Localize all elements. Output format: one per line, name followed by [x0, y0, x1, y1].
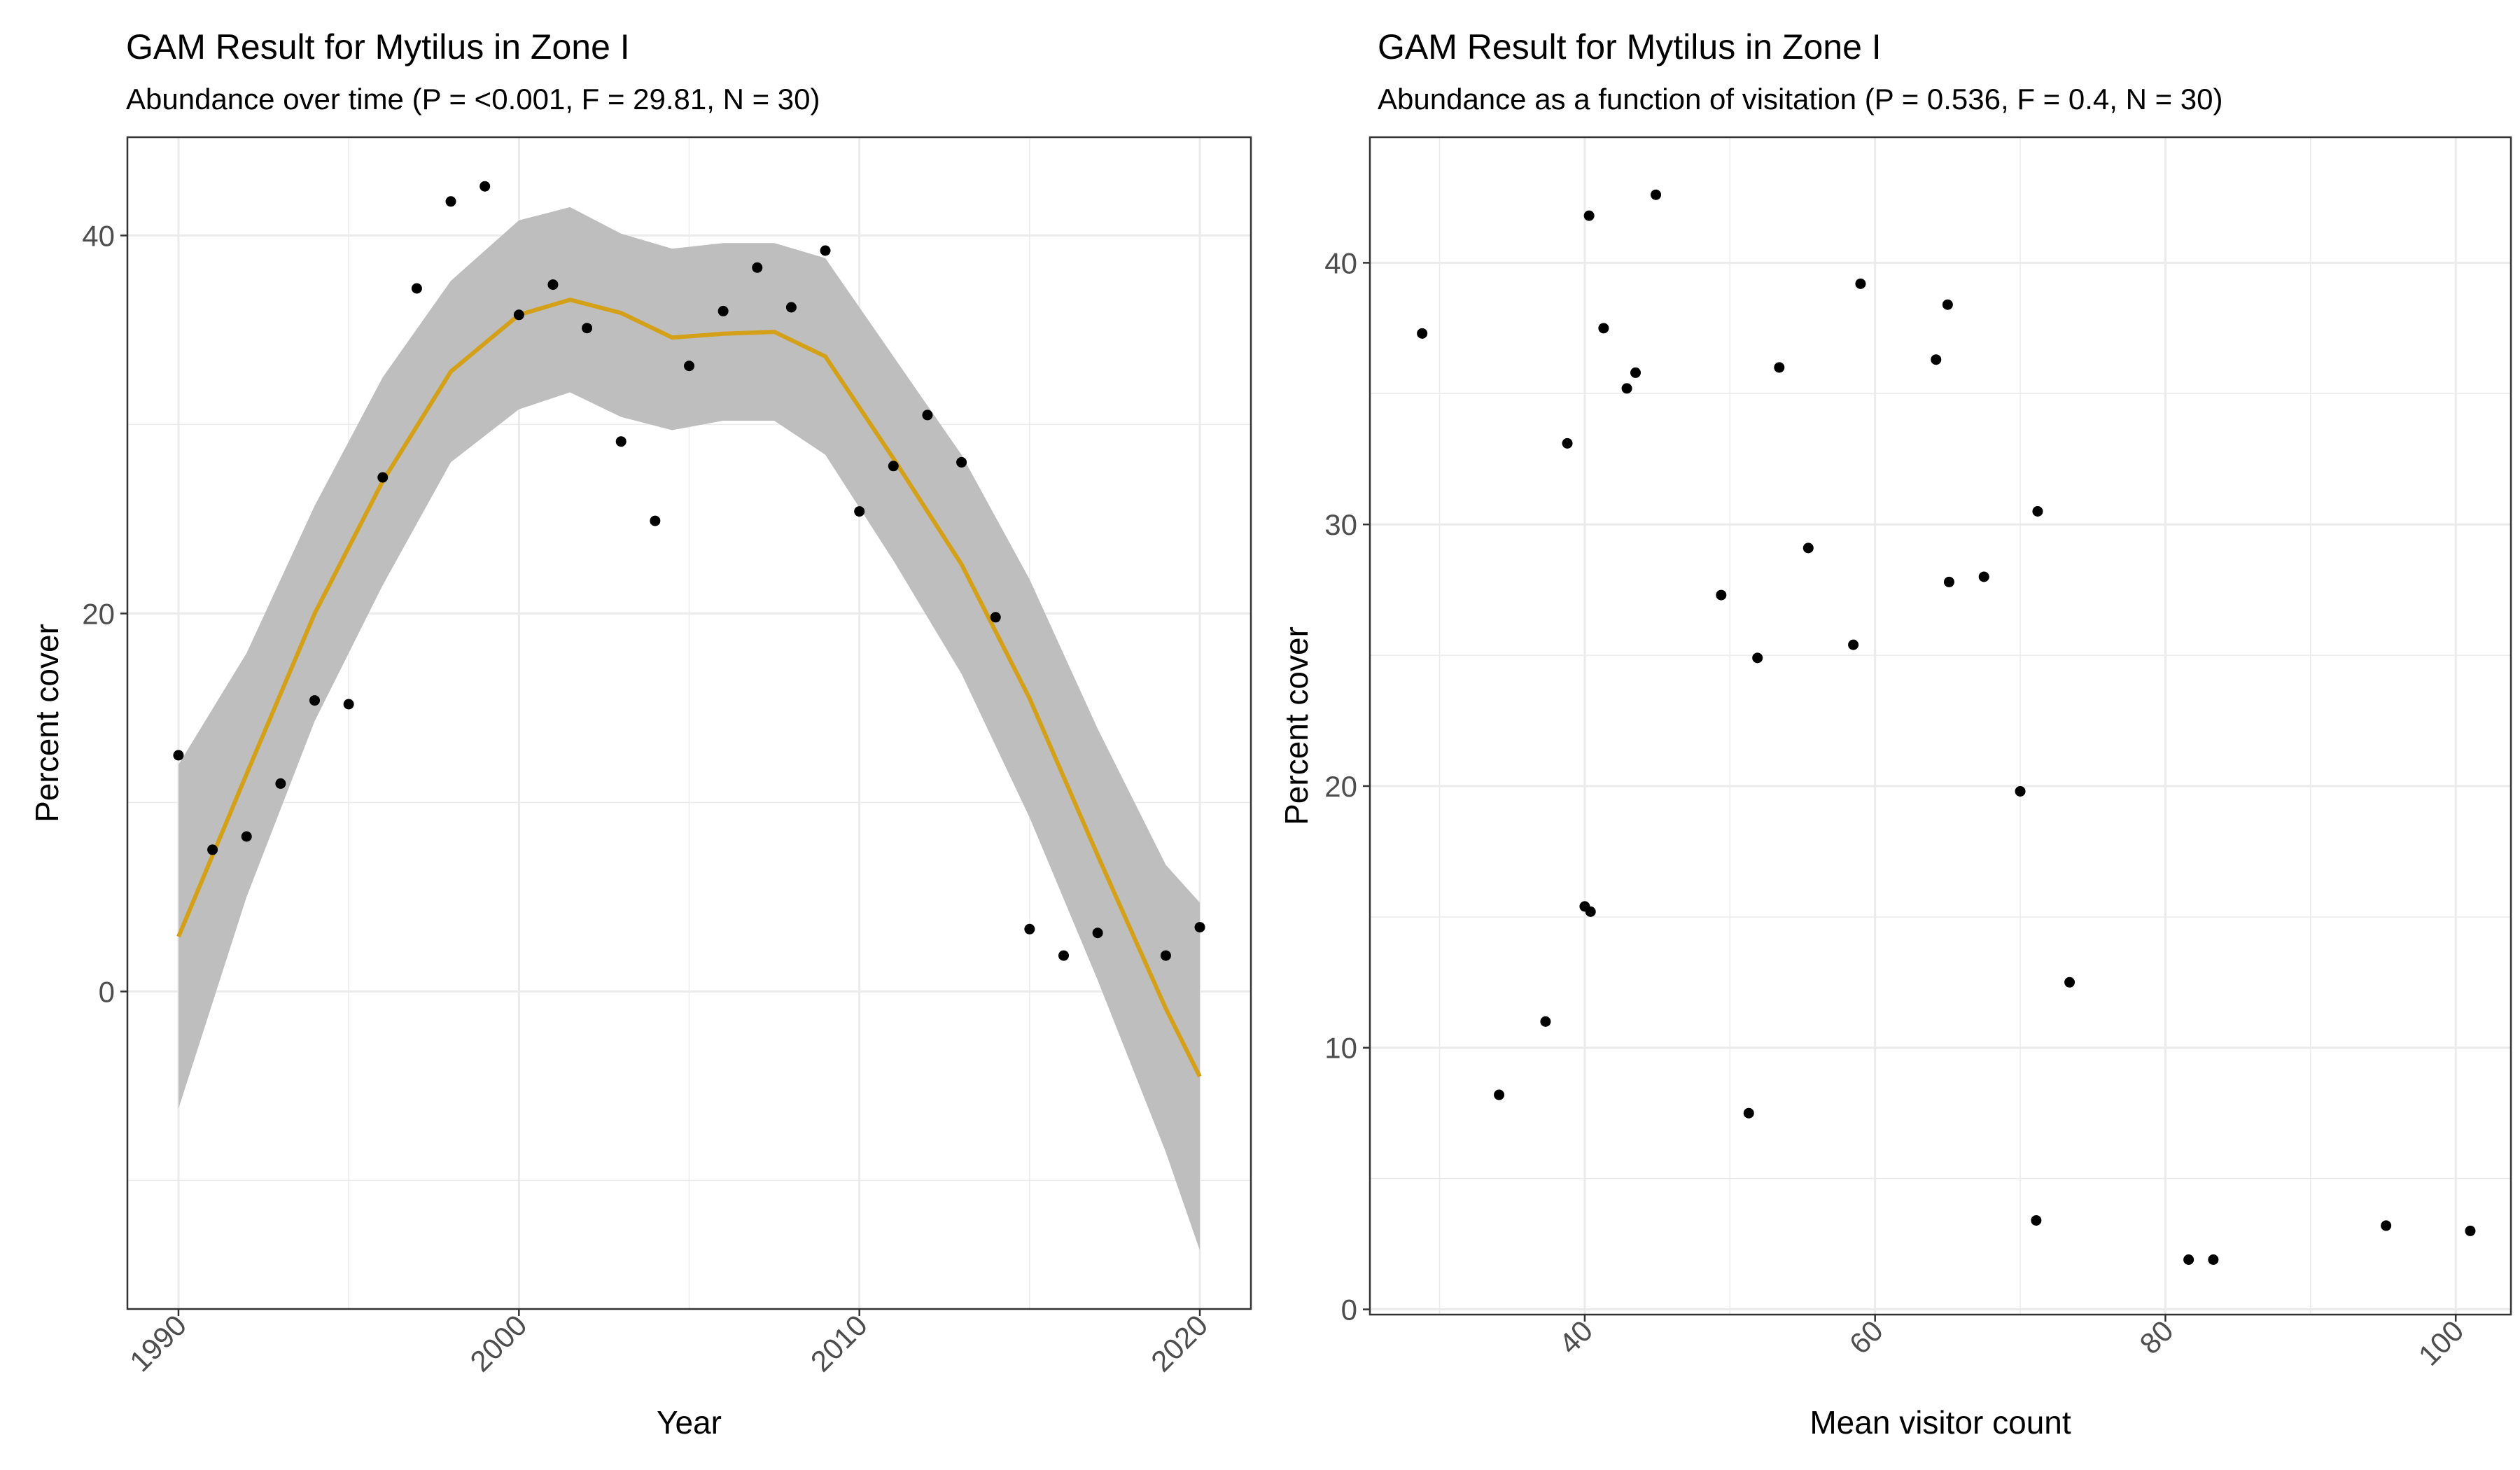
x-tick-label: 1990 — [123, 1308, 192, 1378]
x-tick-label: 2000 — [463, 1308, 533, 1378]
data-point — [2064, 976, 2076, 988]
data-point — [241, 831, 252, 842]
data-point — [275, 778, 286, 789]
x-tick-label: 40 — [1553, 1314, 1599, 1360]
x-axis-title: Mean visitor count — [1809, 1404, 2071, 1441]
y-tick-label: 40 — [1324, 246, 1357, 279]
data-point — [1752, 652, 1763, 664]
x-tick-label: 60 — [1843, 1314, 1889, 1360]
plot-border — [1368, 136, 2512, 1316]
data-point — [1598, 323, 1609, 334]
data-point — [513, 309, 524, 321]
data-point — [2465, 1225, 2476, 1236]
x-tick-label: 100 — [2412, 1314, 2470, 1372]
gam-fit-line — [176, 298, 1202, 1078]
data-point — [207, 844, 218, 855]
confidence-ribbon — [178, 206, 1200, 1251]
data-point — [1651, 189, 1662, 200]
data-point — [615, 436, 626, 447]
data-point — [582, 323, 593, 334]
data-point — [2183, 1254, 2194, 1266]
data-point — [2208, 1254, 2219, 1266]
data-point — [2032, 506, 2043, 517]
data-point — [1417, 328, 1428, 339]
data-point — [2381, 1220, 2392, 1231]
data-point — [1540, 1016, 1551, 1027]
y-tick-label: 40 — [82, 219, 115, 252]
data-point — [2031, 1214, 2042, 1226]
data-point — [1848, 639, 1859, 650]
data-point — [820, 245, 831, 256]
data-point — [547, 279, 559, 290]
x-tick-label: 2010 — [804, 1308, 874, 1378]
data-point — [445, 196, 456, 207]
data-point — [888, 461, 899, 472]
x-axis-title: Year — [657, 1404, 722, 1441]
data-point — [1630, 367, 1642, 378]
y-tick-label: 20 — [1324, 770, 1357, 803]
left-chart-plot: 0 20 40 1990 2000 2010 2020 Year Percent cover — [29, 136, 1252, 1441]
data-point — [479, 181, 491, 192]
data-point — [990, 612, 1001, 623]
chart-title: GAM Result for Mytilus in Zone I — [1378, 27, 1882, 66]
right-chart-plot: 0 10 20 30 40 40 60 80 100 Mean visitor count Perc… — [1278, 136, 2512, 1441]
x-tick-label: 2020 — [1144, 1308, 1214, 1378]
plot-border — [126, 136, 1252, 1310]
data-point — [1621, 383, 1632, 394]
data-point — [377, 472, 388, 483]
data-point — [922, 410, 933, 421]
y-tick-label: 30 — [1324, 508, 1357, 541]
data-point — [1583, 210, 1595, 221]
x-tick-label: 80 — [2134, 1314, 2180, 1360]
y-tick-label: 20 — [82, 597, 115, 630]
data-point — [752, 262, 763, 273]
data-point — [411, 283, 422, 294]
data-point — [1562, 438, 1573, 449]
data-point — [1716, 589, 1727, 601]
data-point — [1942, 299, 1953, 310]
data-point — [1494, 1089, 1505, 1100]
data-point — [1943, 576, 1954, 587]
data-point — [1802, 542, 1814, 554]
data-point — [956, 456, 967, 468]
y-tick-label: 0 — [99, 975, 115, 1008]
data-point — [2015, 785, 2026, 797]
y-axis-title: Percent cover — [29, 624, 65, 822]
y-tick-label: 0 — [1341, 1294, 1357, 1326]
data-point — [1058, 950, 1069, 961]
y-tick-label: 10 — [1324, 1032, 1357, 1065]
data-point — [650, 515, 661, 526]
data-point — [343, 699, 354, 710]
data-point — [1743, 1107, 1754, 1119]
data-point — [1855, 278, 1866, 289]
chart-title: GAM Result for Mytilus in Zone I — [126, 27, 630, 66]
data-point — [1160, 950, 1171, 961]
data-point — [854, 506, 865, 517]
data-point — [718, 305, 729, 316]
y-axis-title: Percent cover — [1278, 626, 1315, 825]
left-chart-panel: GAM Result for Mytilus in Zone I Abundan… — [29, 27, 1252, 1441]
data-point — [309, 695, 320, 706]
data-point — [785, 302, 797, 313]
data-point — [173, 750, 184, 761]
data-point — [684, 360, 694, 372]
data-point — [1931, 354, 1942, 365]
right-chart-panel: GAM Result for Mytilus in Zone I Abundan… — [1260, 0, 2520, 1470]
data-point — [1092, 927, 1103, 939]
data-point — [1585, 906, 1596, 917]
data-point — [1194, 922, 1205, 933]
data-point — [1024, 923, 1035, 934]
chart-subtitle: Abundance as a function of visitation (P… — [1378, 83, 2223, 115]
data-point — [1978, 571, 1989, 582]
data-point — [1774, 362, 1785, 373]
chart-subtitle: Abundance over time (P = <0.001, F = 29.… — [126, 83, 820, 115]
